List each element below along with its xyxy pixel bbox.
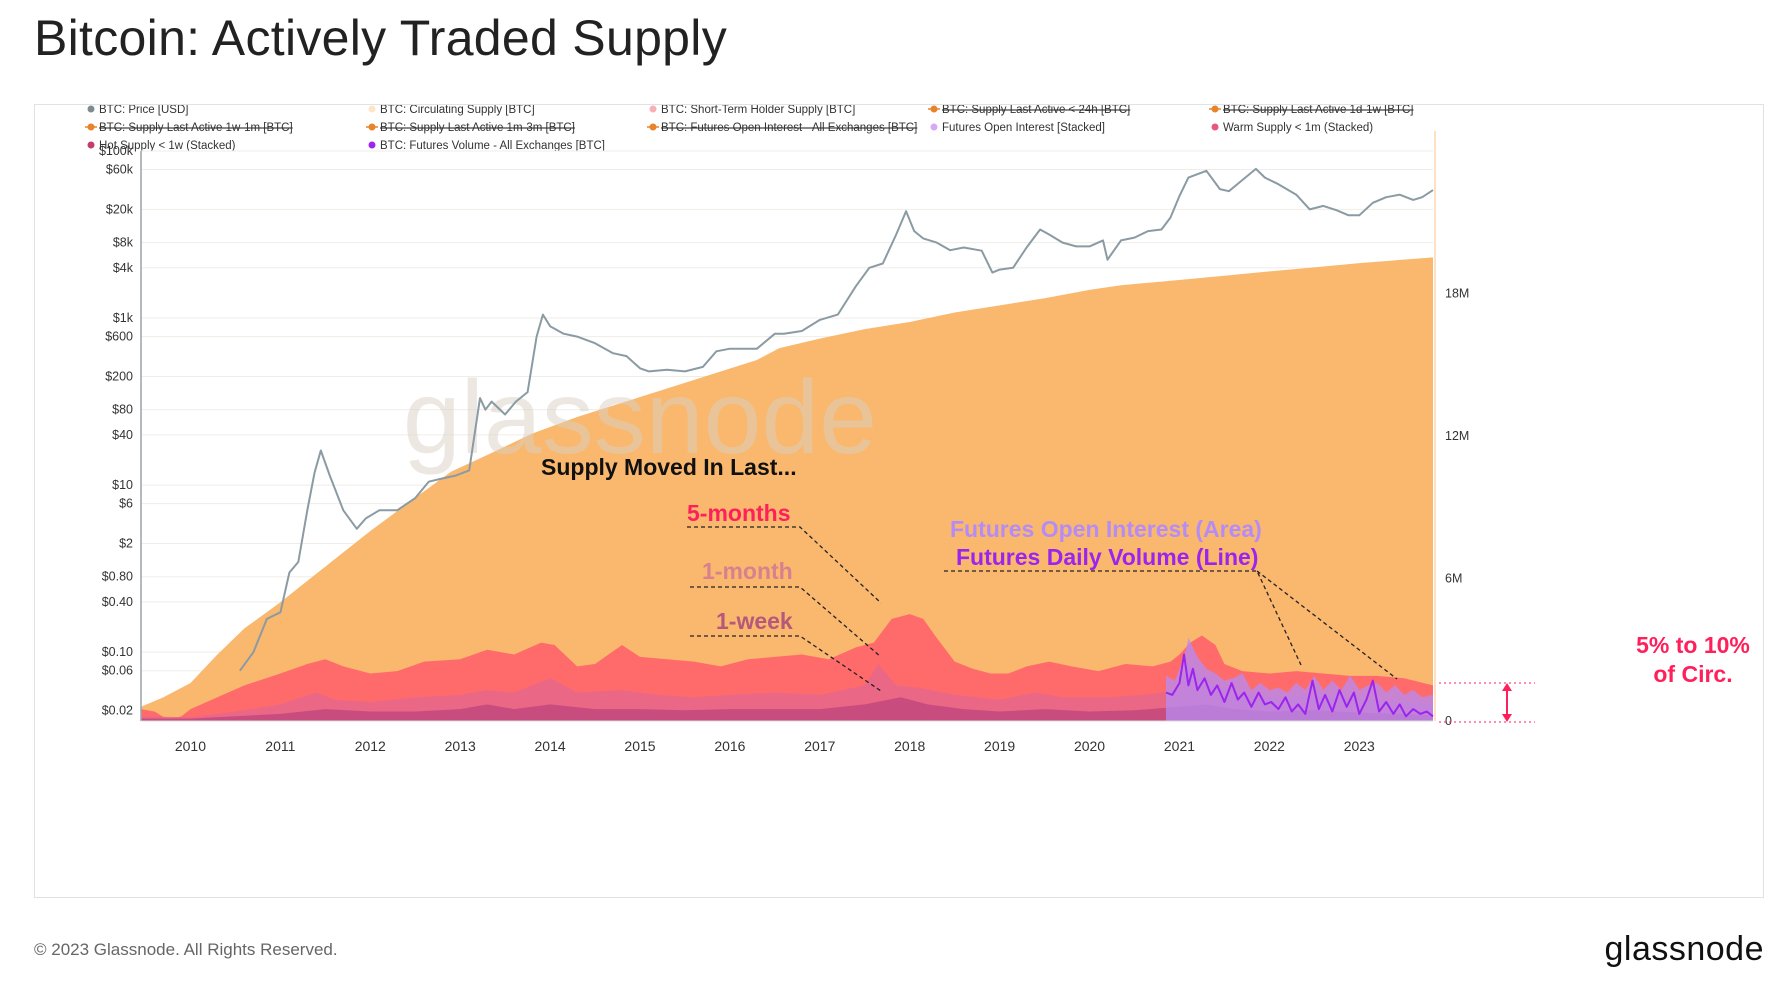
y-left-tick-label: $10 bbox=[112, 478, 133, 492]
y-left-tick-label: $2 bbox=[119, 537, 133, 551]
x-tick-label: 2018 bbox=[894, 738, 925, 754]
legend-label: BTC: Price [USD] bbox=[99, 105, 188, 116]
x-tick-label: 2019 bbox=[984, 738, 1015, 754]
legend-item: BTC: Price [USD] bbox=[87, 104, 188, 116]
chart-frame: BTC: Price [USD] BTC: Circulating Supply … bbox=[34, 104, 1764, 898]
y-left-tick-label: $40 bbox=[112, 428, 133, 442]
annotation-futures-oi: Futures Open Interest (Area) bbox=[950, 516, 1262, 542]
annotation-circ-range-2: of Circ. bbox=[1653, 661, 1732, 687]
legend-item: BTC: Supply Last Active < 24h [BTC] bbox=[928, 104, 1130, 116]
y-left-tick-label: $4k bbox=[113, 261, 134, 275]
x-tick-label: 2014 bbox=[535, 738, 566, 754]
y-left-tick-label: $600 bbox=[105, 330, 133, 344]
y-left-tick-label: $0.10 bbox=[102, 645, 133, 659]
x-tick-label: 2012 bbox=[355, 738, 386, 754]
glassnode-logo: glassnode bbox=[1604, 930, 1764, 968]
legend-marker bbox=[1211, 123, 1219, 131]
circulating-supply-area bbox=[141, 257, 1433, 721]
one-month-supply-area bbox=[141, 664, 1433, 721]
annotation-circ-range-1: 5% to 10% bbox=[1636, 632, 1750, 658]
legend-marker bbox=[649, 105, 657, 113]
legend-label: BTC: Supply Last Active 1w-1m [BTC] bbox=[99, 122, 293, 134]
y-left-tick-label: $8k bbox=[113, 236, 134, 250]
watermark: glassnode bbox=[403, 360, 877, 476]
annotation-supply-moved: Supply Moved In Last... bbox=[541, 454, 797, 480]
legend-label: BTC: Futures Open Interest - All Exchang… bbox=[661, 122, 917, 134]
y-left-tick-label: $0.06 bbox=[102, 664, 133, 678]
legend-label: BTC: Circulating Supply [BTC] bbox=[380, 105, 535, 116]
annotation-5-months: 5-months bbox=[687, 500, 791, 526]
legend-label: Warm Supply < 1m (Stacked) bbox=[1223, 122, 1373, 134]
circ-range-marker bbox=[1439, 682, 1535, 723]
legend-label: BTC: Supply Last Active 1d-1w [BTC] bbox=[1223, 105, 1413, 116]
area-layer bbox=[141, 257, 1433, 721]
legend-item: Hot Supply < 1w (Stacked) bbox=[87, 140, 236, 152]
x-tick-label: 2015 bbox=[624, 738, 655, 754]
annotation-futures-volume: Futures Daily Volume (Line) bbox=[956, 544, 1258, 570]
legend-item: Futures Open Interest [Stacked] bbox=[930, 122, 1105, 134]
y-left-tick-label: $80 bbox=[112, 403, 133, 417]
chart-svg: BTC: Price [USD] BTC: Circulating Supply … bbox=[85, 104, 1750, 754]
one-week-supply-area bbox=[141, 697, 1433, 721]
annotation-1-week: 1-week bbox=[716, 608, 793, 634]
legend-item: BTC: Futures Volume - All Exchanges [BTC… bbox=[368, 140, 605, 152]
legend-label: BTC: Short-Term Holder Supply [BTC] bbox=[661, 105, 855, 116]
y-right-tick-label: 12M bbox=[1445, 429, 1469, 443]
price-line bbox=[239, 167, 1434, 672]
legend-label: BTC: Supply Last Active 1m-3m [BTC] bbox=[380, 122, 575, 134]
copyright-text: © 2023 Glassnode. All Rights Reserved. bbox=[34, 940, 338, 959]
legend-label: Futures Open Interest [Stacked] bbox=[942, 122, 1105, 134]
y-left-tick-label: $20k bbox=[106, 202, 134, 216]
legend-item: BTC: Short-Term Holder Supply [BTC] bbox=[649, 104, 855, 116]
x-tick-label: 2021 bbox=[1164, 738, 1195, 754]
y-left-tick-label: $60k bbox=[106, 163, 134, 177]
x-tick-label: 2016 bbox=[714, 738, 745, 754]
legend-label: Hot Supply < 1w (Stacked) bbox=[99, 140, 236, 152]
x-tick-label: 2020 bbox=[1074, 738, 1105, 754]
futures-volume-line bbox=[1165, 653, 1434, 718]
y-right-tick-label: 6M bbox=[1445, 572, 1462, 586]
y-right-tick-label: 18M bbox=[1445, 287, 1469, 301]
legend-item: BTC: Supply Last Active 1d-1w [BTC] bbox=[1209, 104, 1413, 116]
legend-label: BTC: Supply Last Active < 24h [BTC] bbox=[942, 105, 1130, 116]
annotation-leader-lines bbox=[687, 526, 1398, 692]
x-tick-label: 2017 bbox=[804, 738, 835, 754]
legend-marker bbox=[368, 141, 376, 149]
y-left-tick-label: $0.40 bbox=[102, 595, 133, 609]
legend-item: BTC: Supply Last Active 1w-1m [BTC] bbox=[85, 122, 293, 134]
x-tick-label: 2013 bbox=[445, 738, 476, 754]
axes: $100k $60k $20k $8k $4k $1k $600 $200 $80 $40 $10 $… bbox=[99, 131, 1469, 754]
legend: BTC: Price [USD] BTC: Circulating Supply … bbox=[85, 104, 1413, 152]
legend-item: Warm Supply < 1m (Stacked) bbox=[1211, 122, 1373, 134]
legend-marker bbox=[368, 105, 376, 113]
y-right-tick-label: 0 bbox=[1445, 714, 1452, 728]
x-tick-label: 2010 bbox=[175, 738, 206, 754]
y-left-tick-label: $6 bbox=[119, 497, 133, 511]
legend-item: BTC: Futures Open Interest - All Exchang… bbox=[647, 122, 917, 134]
annotation-1-month: 1-month bbox=[702, 558, 793, 584]
y-left-tick-label: $0.02 bbox=[102, 704, 133, 718]
x-tick-label: 2023 bbox=[1344, 738, 1375, 754]
y-left-tick-label: $1k bbox=[113, 311, 134, 325]
legend-item: BTC: Supply Last Active 1m-3m [BTC] bbox=[366, 122, 575, 134]
y-left-tick-label: $0.80 bbox=[102, 570, 133, 584]
x-tick-label: 2011 bbox=[265, 738, 295, 754]
page-title: Bitcoin: Actively Traded Supply bbox=[34, 10, 727, 66]
y-left-tick-label: $100k bbox=[99, 144, 134, 158]
legend-item: BTC: Circulating Supply [BTC] bbox=[368, 104, 535, 116]
legend-marker bbox=[87, 105, 95, 113]
legend-marker bbox=[87, 141, 95, 149]
x-tick-label: 2022 bbox=[1254, 738, 1285, 754]
legend-label: BTC: Futures Volume - All Exchanges [BTC… bbox=[380, 140, 605, 152]
line-layer bbox=[239, 167, 1434, 718]
legend-marker bbox=[930, 123, 938, 131]
y-left-tick-label: $200 bbox=[105, 369, 133, 383]
annotations: Supply Moved In Last... 5-months 1-month… bbox=[541, 454, 1750, 723]
